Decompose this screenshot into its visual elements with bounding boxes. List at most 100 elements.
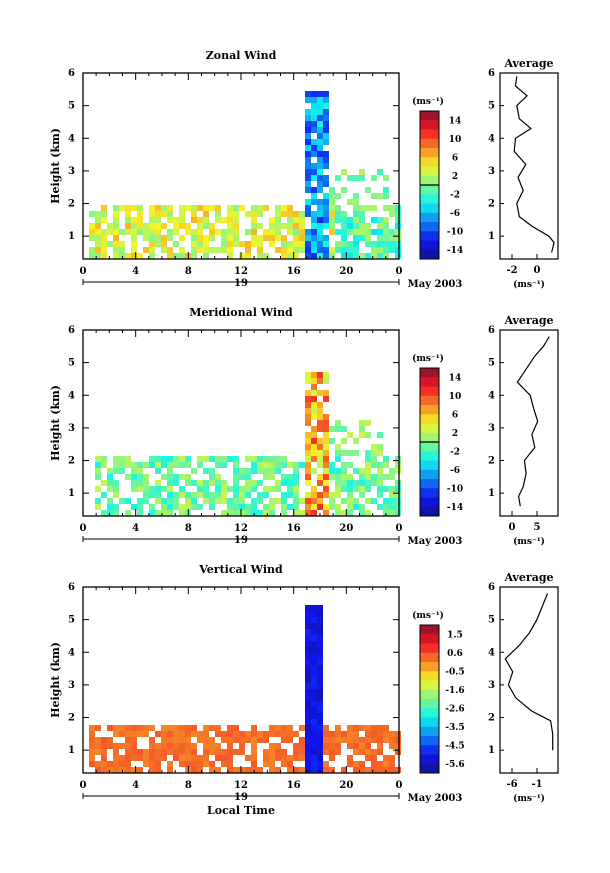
heatmap-cell bbox=[395, 247, 401, 253]
heatmap-cell bbox=[371, 217, 377, 223]
heatmap-cell bbox=[95, 235, 101, 241]
heatmap-cell bbox=[353, 229, 359, 235]
heatmap-cell bbox=[353, 761, 359, 767]
heatmap-cell bbox=[347, 486, 353, 492]
heatmap-cell bbox=[323, 235, 329, 241]
heatmap-cell bbox=[281, 761, 287, 767]
x-tick-label: 8 bbox=[185, 780, 192, 791]
heatmap-cell bbox=[377, 450, 383, 456]
heatmap-cell bbox=[203, 241, 209, 247]
heatmap-cell bbox=[311, 187, 317, 193]
colorbar-tick-label: 2 bbox=[452, 172, 458, 182]
heatmap-cell bbox=[305, 139, 311, 145]
heatmap-cell bbox=[209, 205, 215, 211]
heatmap-cell bbox=[191, 235, 197, 241]
heatmap-cell bbox=[305, 468, 311, 474]
heatmap-cell bbox=[257, 247, 263, 253]
heatmap-cell bbox=[89, 229, 95, 235]
colorbar-swatch bbox=[420, 377, 439, 387]
heatmap-cell bbox=[203, 725, 209, 731]
heatmap-cell bbox=[305, 749, 311, 755]
heatmap-cell bbox=[305, 683, 311, 689]
heatmap-cell bbox=[173, 223, 179, 229]
heatmap-cell bbox=[167, 217, 173, 223]
heatmap-cell bbox=[311, 175, 317, 181]
heatmap-cell bbox=[329, 504, 335, 510]
heatmap-cell bbox=[347, 737, 353, 743]
heatmap-cell bbox=[365, 235, 371, 241]
heatmap-cell bbox=[305, 755, 311, 761]
heatmap-cell bbox=[383, 462, 389, 468]
heatmap-cell bbox=[311, 121, 317, 127]
heatmap-cell bbox=[305, 677, 311, 683]
heatmap-cell bbox=[311, 737, 317, 743]
colorbar-swatch bbox=[420, 157, 439, 167]
heatmap-cell bbox=[137, 725, 143, 731]
heatmap-cell bbox=[341, 223, 347, 229]
heatmap-cell bbox=[227, 205, 233, 211]
heatmap-cell bbox=[173, 743, 179, 749]
heatmap-cell bbox=[311, 450, 317, 456]
heatmap-cell bbox=[317, 635, 323, 641]
heatmap-cell bbox=[179, 217, 185, 223]
heatmap-cell bbox=[185, 749, 191, 755]
heatmap-cell bbox=[341, 229, 347, 235]
heatmap-cell bbox=[167, 462, 173, 468]
heatmap-cell bbox=[107, 223, 113, 229]
heatmap-cell bbox=[143, 462, 149, 468]
heatmap-cell bbox=[131, 749, 137, 755]
heatmap-cell bbox=[395, 235, 401, 241]
heatmap-cell bbox=[347, 504, 353, 510]
heatmap-cell bbox=[239, 486, 245, 492]
colorbar-frame bbox=[419, 624, 440, 774]
heatmap-cell bbox=[275, 480, 281, 486]
heatmap-cell bbox=[269, 217, 275, 223]
heatmap-cell bbox=[365, 767, 371, 773]
colorbar-swatch bbox=[420, 634, 439, 644]
heatmap-cell bbox=[185, 205, 191, 211]
colorbar-tick-label: 10 bbox=[449, 135, 462, 145]
heatmap bbox=[89, 605, 401, 773]
heatmap-cell bbox=[377, 492, 383, 498]
heatmap-cell bbox=[365, 486, 371, 492]
heatmap-cell bbox=[203, 211, 209, 217]
heatmap-cell bbox=[221, 486, 227, 492]
colorbar-swatch bbox=[420, 625, 439, 635]
heatmap-cell bbox=[233, 731, 239, 737]
heatmap-cell bbox=[317, 372, 323, 378]
heatmap-cell bbox=[149, 725, 155, 731]
colorbar-tick-label: -2 bbox=[450, 447, 460, 457]
heatmap-cell bbox=[305, 199, 311, 205]
x-tick-label: 16 bbox=[287, 780, 301, 791]
heatmap-cell bbox=[305, 462, 311, 468]
heatmap-cell bbox=[377, 743, 383, 749]
heatmap-cell bbox=[311, 713, 317, 719]
colorbar-tick-label: 10 bbox=[449, 392, 462, 402]
heatmap-cell bbox=[107, 241, 113, 247]
heatmap-cell bbox=[293, 731, 299, 737]
heatmap-cell bbox=[233, 737, 239, 743]
heatmap-cell bbox=[89, 731, 95, 737]
heatmap-cell bbox=[323, 420, 329, 426]
heatmap-cell bbox=[233, 486, 239, 492]
heatmap-cell bbox=[275, 468, 281, 474]
heatmap-cell bbox=[299, 743, 305, 749]
heatmap-cell bbox=[89, 755, 95, 761]
heatmap-cell bbox=[149, 247, 155, 253]
heatmap-cell bbox=[377, 737, 383, 743]
heatmap-cell bbox=[179, 474, 185, 480]
heatmap-cell bbox=[143, 486, 149, 492]
heatmap-cell bbox=[197, 223, 203, 229]
heatmap-cell bbox=[107, 761, 113, 767]
heatmap-cell bbox=[287, 725, 293, 731]
heatmap-cell bbox=[311, 384, 317, 390]
x-tick-label: 16 bbox=[287, 266, 301, 277]
colorbar-tick-label: -6 bbox=[450, 209, 460, 219]
heatmap-cell bbox=[311, 217, 317, 223]
colorbar-tick-label: -14 bbox=[447, 503, 463, 513]
heatmap-cell bbox=[269, 731, 275, 737]
heatmap-cell bbox=[365, 253, 371, 259]
x-tick-label: 0 bbox=[80, 523, 87, 534]
heatmap-cell bbox=[167, 492, 173, 498]
heatmap-cell bbox=[251, 725, 257, 731]
